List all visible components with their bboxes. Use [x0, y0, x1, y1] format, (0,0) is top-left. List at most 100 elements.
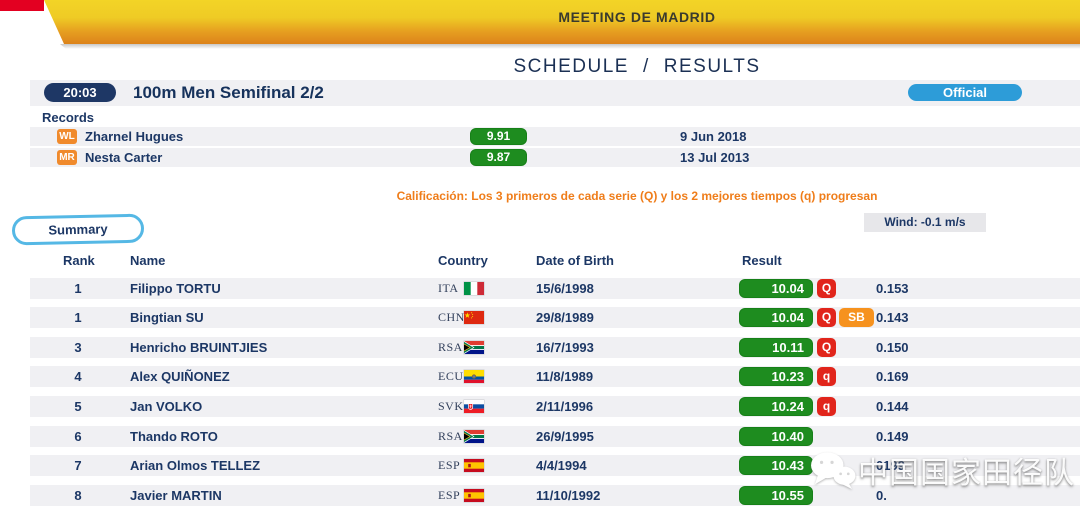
column-header-result: Result: [742, 253, 782, 268]
meeting-record-badge: MR: [57, 150, 77, 165]
record-mark-pill: 9.87: [470, 149, 527, 166]
reaction-time-cell: 0.169: [876, 369, 909, 384]
header-banner: [44, 0, 1080, 44]
country-code-cell: CHN: [438, 310, 465, 324]
rank-cell: 1: [74, 310, 82, 325]
result-pill: 10.04: [739, 279, 813, 298]
country-code-cell: RSA: [438, 429, 463, 443]
result-pill: 10.43: [739, 456, 813, 475]
reaction-time-cell: 0.144: [876, 399, 909, 414]
record-row: WL Zharnel Hugues 9.91 9 Jun 2018: [30, 127, 1080, 146]
table-row: 4 Alex QUIÑONEZ ECU 11/8/1989 10.23 q 0.…: [30, 366, 1080, 387]
rank-cell: 7: [74, 458, 82, 473]
event-header-bar: 20:03 100m Men Semifinal 2/2 Official: [30, 80, 1080, 106]
rank-cell: 3: [74, 340, 82, 355]
result-pill: 10.40: [739, 427, 813, 446]
record-holder-name: Zharnel Hugues: [85, 129, 184, 144]
date-of-birth-cell: 29/8/1989: [536, 310, 594, 325]
table-row: 6 Thando ROTO RSA 26/9/1995 10.40 0.149: [30, 426, 1080, 447]
athlete-name-cell: Alex QUIÑONEZ: [130, 369, 230, 384]
event-title: 100m Men Semifinal 2/2: [133, 83, 324, 102]
country-code-cell: ITA: [438, 281, 459, 295]
rank-cell: 1: [74, 281, 82, 296]
reaction-time-cell: 0199: [876, 458, 905, 473]
country-code-cell: ECU: [438, 369, 464, 383]
result-pill: 10.24: [739, 397, 813, 416]
athlete-name-cell: Thando ROTO: [130, 429, 218, 444]
rank-cell: 8: [74, 488, 82, 503]
athlete-name-cell: Henricho BRUINTJIES: [130, 340, 268, 355]
rank-cell: 4: [74, 369, 82, 384]
event-time-badge: 20:03: [44, 83, 116, 102]
rank-cell: 5: [74, 399, 82, 414]
result-pill: 10.23: [739, 367, 813, 386]
table-row: 8 Javier MARTIN ESP 11/10/1992 10.55 0.: [30, 485, 1080, 506]
nav-separator: /: [642, 56, 650, 77]
date-of-birth-cell: 2/11/1996: [536, 399, 594, 414]
flag-ita-icon: [464, 282, 484, 295]
country-code-cell: ESP: [438, 488, 461, 502]
reaction-time-cell: 0.150: [876, 340, 909, 355]
rank-cell: 6: [74, 429, 82, 444]
tab-summary[interactable]: Summary: [11, 213, 145, 246]
result-pill: 10.11: [739, 338, 813, 357]
column-header-dob: Date of Birth: [536, 253, 614, 268]
table-row: 5 Jan VOLKO SVK 2/11/1996 10.24 q 0.144: [30, 396, 1080, 417]
schedule-link[interactable]: SCHEDULE: [513, 56, 629, 77]
date-of-birth-cell: 4/4/1994: [536, 458, 587, 473]
country-code-cell: RSA: [438, 340, 463, 354]
reaction-time-cell: 0.153: [876, 281, 909, 296]
athlete-name-cell: Jan VOLKO: [130, 399, 203, 414]
table-row: 3 Henricho BRUINTJIES RSA 16/7/1993 10.1…: [30, 337, 1080, 358]
result-pill: 10.04: [739, 308, 813, 327]
table-row: 1 Bingtian SU CHN 29/8/1989 10.04 Q SB 0…: [30, 307, 1080, 328]
result-pill: 10.55: [739, 486, 813, 505]
date-of-birth-cell: 26/9/1995: [536, 429, 594, 444]
records-label: Records: [42, 110, 95, 125]
date-of-birth-cell: 11/8/1989: [536, 369, 594, 384]
corner-red-ribbon: [0, 0, 44, 11]
country-code-cell: SVK: [438, 399, 464, 413]
athlete-name-cell: Filippo TORTU: [130, 281, 221, 296]
reaction-time-cell: 0.143: [876, 310, 909, 325]
record-row: MR Nesta Carter 9.87 13 Jul 2013: [30, 148, 1080, 167]
flag-svk-icon: [464, 400, 484, 413]
athlete-name-cell: Arian Olmos TELLEZ: [130, 458, 261, 473]
qualification-badge: Q: [817, 338, 836, 357]
column-header-name: Name: [130, 253, 166, 268]
reaction-time-cell: 0.149: [876, 429, 909, 444]
reaction-time-cell: 0.: [876, 488, 887, 503]
athlete-name-cell: Bingtian SU: [130, 310, 204, 325]
meeting-title: MEETING DE MADRID: [558, 9, 716, 25]
qualification-rule-text: Calificación: Los 3 primeros de cada ser…: [396, 189, 878, 203]
athlete-name-cell: Javier MARTIN: [130, 488, 222, 503]
record-mark-pill: 9.91: [470, 128, 527, 145]
table-row: 7 Arian Olmos TELLEZ ESP 4/4/1994 10.43 …: [30, 455, 1080, 476]
wind-reading: Wind: -0.1 m/s: [864, 213, 986, 232]
table-row: 1 Filippo TORTU ITA 15/6/1998 10.04 Q 0.…: [30, 278, 1080, 299]
flag-esp-icon: [464, 489, 484, 502]
status-badge: Official: [908, 84, 1022, 101]
schedule-results-nav: SCHEDULE / RESULTS: [194, 56, 1080, 78]
qualification-badge: Q: [817, 279, 836, 298]
flag-chn-icon: [464, 311, 484, 324]
world-lead-badge: WL: [57, 129, 77, 144]
column-header-rank: Rank: [63, 253, 95, 268]
record-date: 13 Jul 2013: [680, 150, 750, 165]
flag-ecu-icon: [464, 370, 484, 383]
date-of-birth-cell: 11/10/1992: [536, 488, 601, 503]
flag-rsa-icon: [464, 341, 484, 354]
qualification-badge: q: [817, 397, 836, 416]
qualification-badge: Q: [817, 308, 836, 327]
record-holder-name: Nesta Carter: [85, 150, 163, 165]
qualification-badge: q: [817, 367, 836, 386]
record-date: 9 Jun 2018: [680, 129, 747, 144]
country-code-cell: ESP: [438, 458, 461, 472]
date-of-birth-cell: 16/7/1993: [536, 340, 594, 355]
banner-shadow: [60, 44, 1080, 49]
results-link[interactable]: RESULTS: [663, 56, 761, 77]
flag-esp-icon: [464, 459, 484, 472]
season-best-badge: SB: [839, 308, 874, 327]
date-of-birth-cell: 15/6/1998: [536, 281, 594, 296]
